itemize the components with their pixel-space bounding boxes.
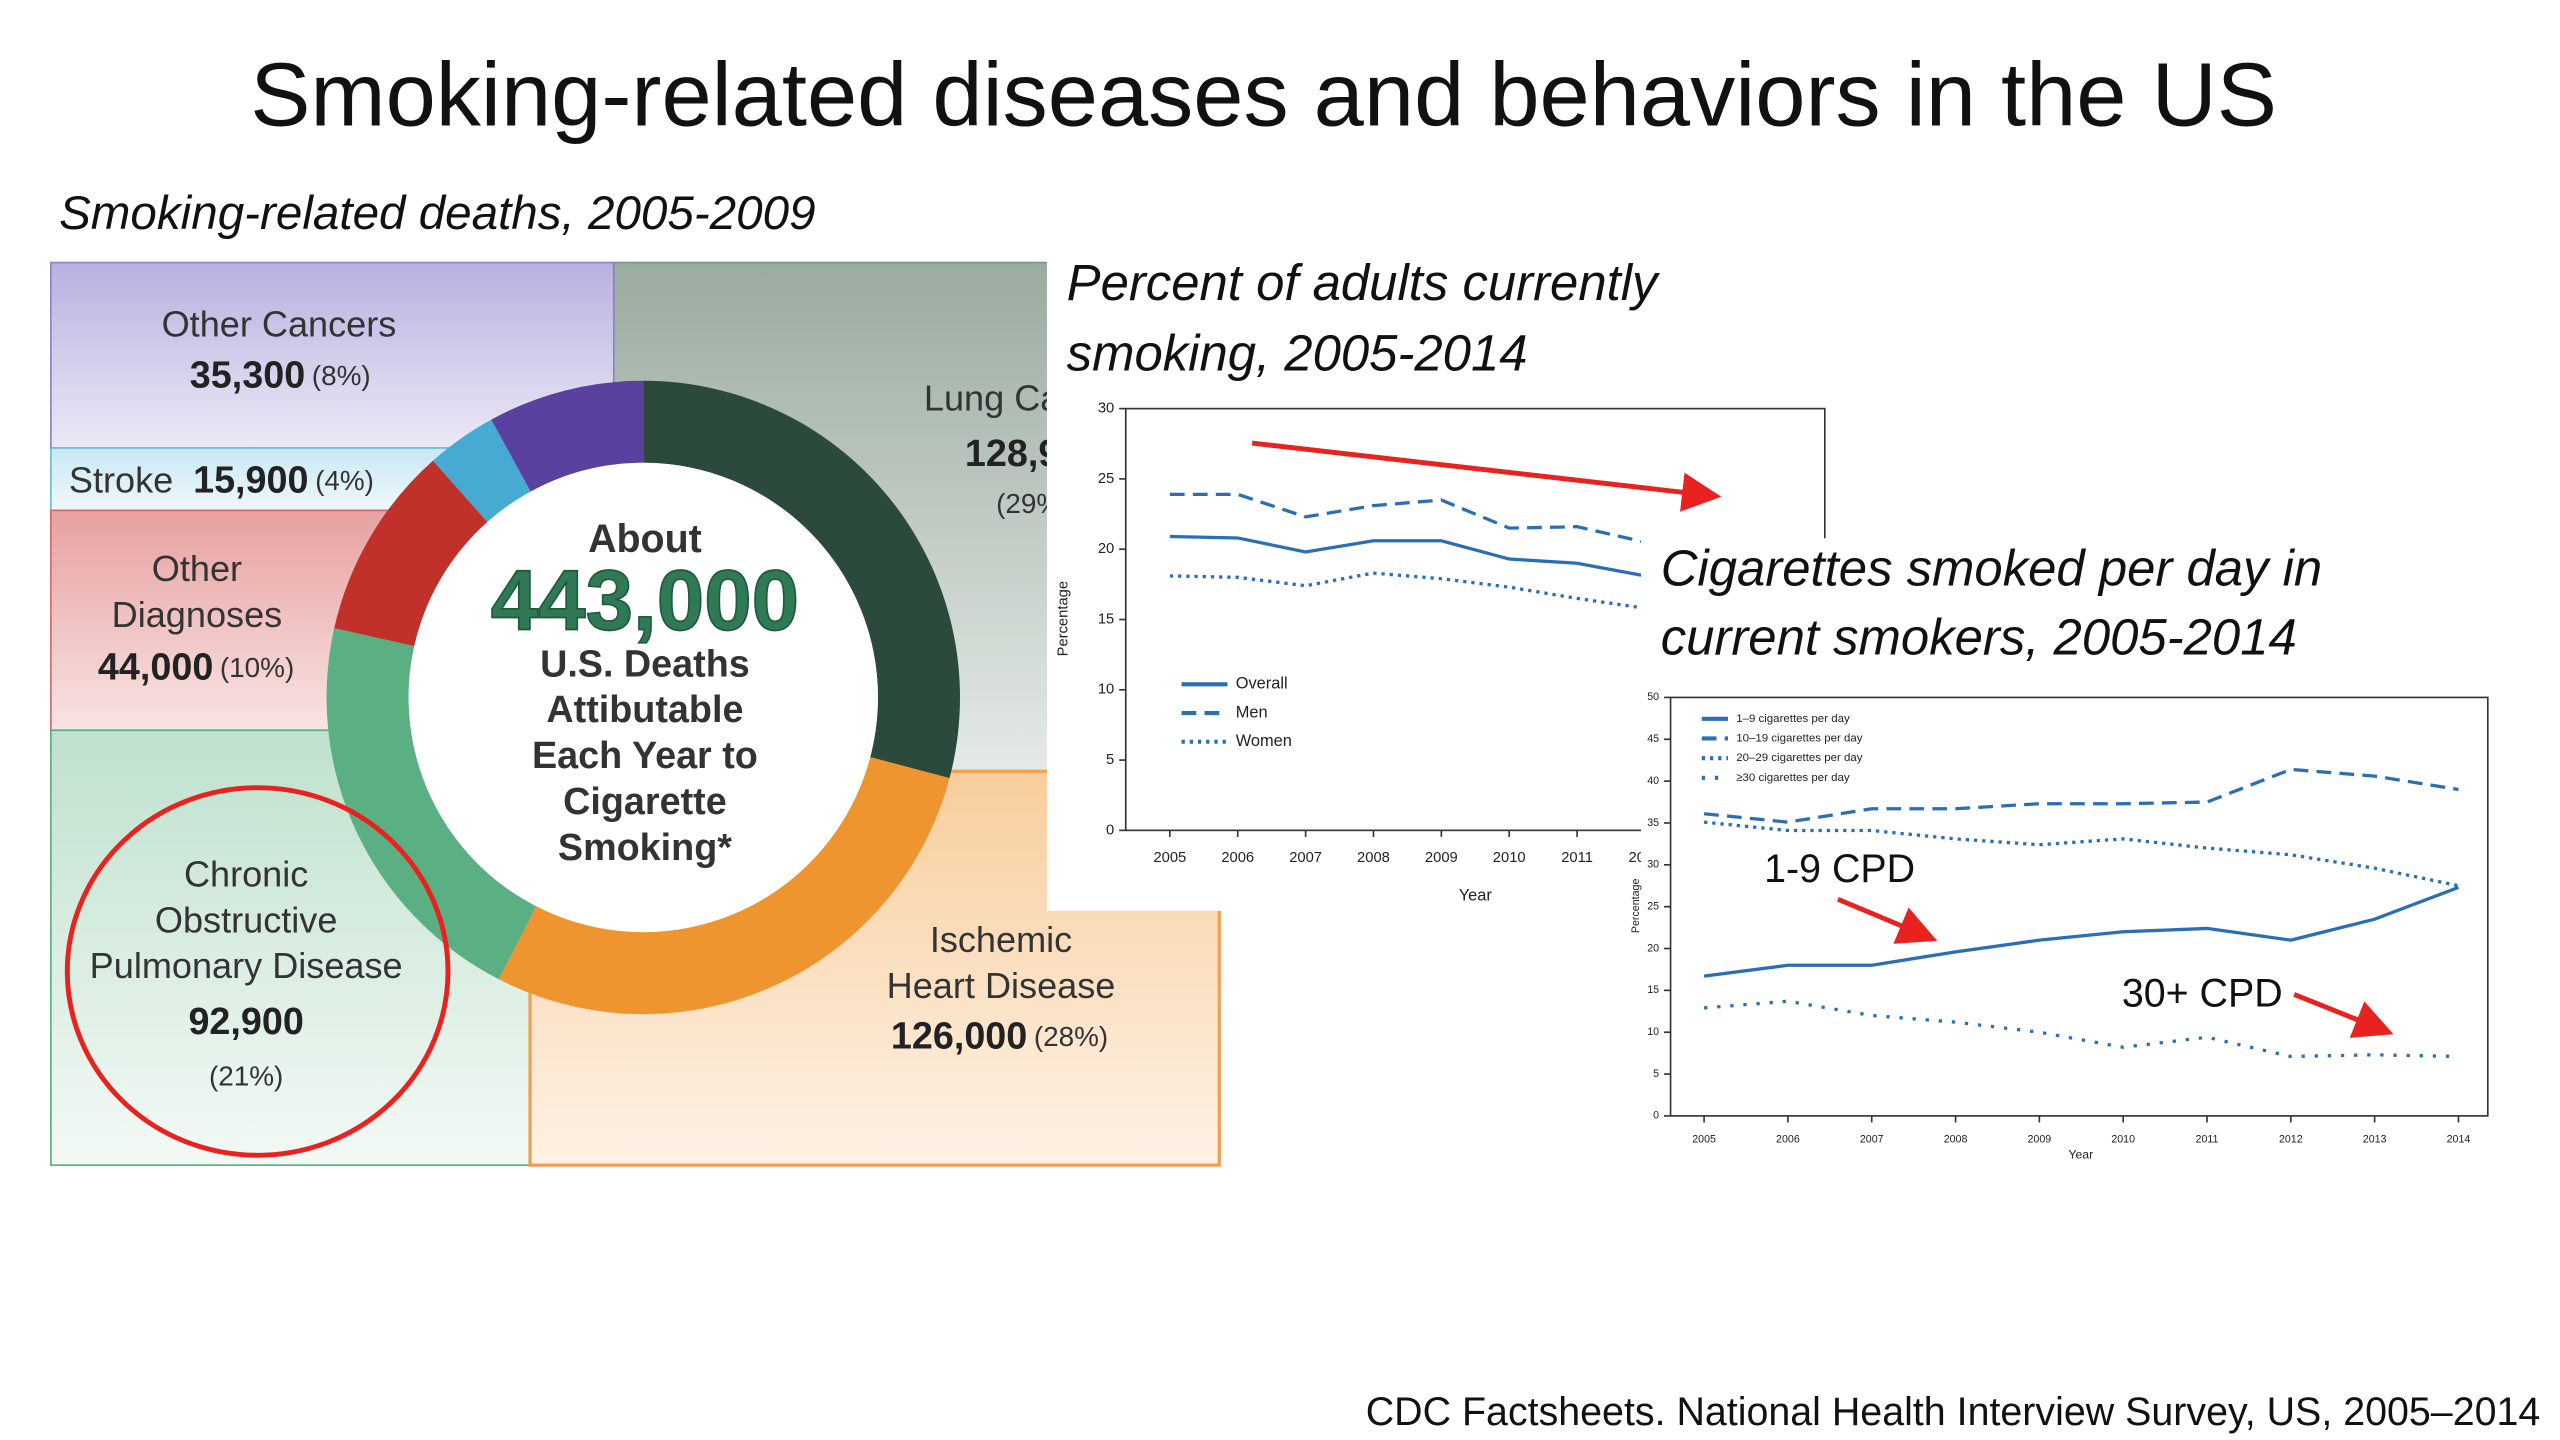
series-line — [1703, 820, 2459, 888]
x-tick-label: 2005 — [1153, 850, 1186, 866]
y-tick-label: 40 — [1647, 775, 1659, 787]
y-tick-label: 0 — [1653, 1110, 1659, 1122]
legend-label: 10–19 cigarettes per day — [1736, 732, 1863, 744]
slide-title: Smoking-related diseases and behaviors i… — [250, 45, 2277, 146]
legend-label: Women — [1236, 732, 1292, 750]
segment-value: 126,000 — [891, 1015, 1027, 1057]
x-tick-label: 2006 — [1776, 1134, 1800, 1146]
segment-name: Chronic Obstructive Pulmonary Disease — [90, 853, 403, 986]
donut-segment — [643, 380, 960, 779]
x-axis-label: Year — [1459, 886, 1493, 904]
y-tick-label: 10 — [1098, 682, 1114, 698]
y-tick-label: 45 — [1647, 733, 1659, 745]
annotation: 30+ CPD — [2122, 972, 2283, 1016]
segment-value: 35,300 — [190, 353, 305, 395]
x-tick-label: 2011 — [1561, 850, 1593, 866]
series-line — [1169, 492, 1782, 568]
segment-share: (28%) — [1034, 1021, 1108, 1052]
donut-segment — [334, 460, 488, 647]
donut-segment — [326, 628, 537, 980]
legend-label: Men — [1236, 703, 1268, 721]
segment-name: Ischemic Heart Disease — [887, 918, 1116, 1005]
x-tick-label: 2009 — [2028, 1134, 2052, 1146]
segment-value: 92,900 — [188, 1000, 303, 1042]
donut-segment — [498, 757, 950, 1015]
center-label: About — [588, 517, 702, 561]
y-tick-label: 30 — [1098, 401, 1114, 417]
segment-share: (21%) — [209, 1061, 283, 1092]
donut-segment — [432, 419, 531, 522]
chart-title: Cigarettes smoked per day in current smok… — [1661, 540, 2323, 666]
x-tick-label: 2014 — [2447, 1134, 2471, 1146]
y-axis-label: Percentage — [1630, 879, 1642, 934]
segment-value: 15,900 — [193, 458, 308, 500]
segment-share: (8%) — [312, 360, 371, 391]
segment-name: Stroke — [69, 459, 173, 500]
segment-value: 44,000 — [98, 646, 213, 688]
donut-hole — [408, 462, 878, 933]
y-tick-label: 30 — [1647, 859, 1659, 871]
y-tick-label: 10 — [1647, 1026, 1659, 1038]
x-tick-label: 2005 — [1692, 1134, 1716, 1146]
legend-label: ≥30 cigarettes per day — [1736, 772, 1850, 784]
annotation-arrow — [1836, 897, 1938, 944]
legend-label: Overall — [1236, 675, 1288, 693]
x-axis-label: Year — [2068, 1148, 2093, 1162]
chart-title: Percent of adults currently smoking, 2005… — [1067, 255, 1660, 383]
x-tick-label: 2007 — [1289, 850, 1322, 866]
y-tick-label: 15 — [1098, 611, 1114, 627]
x-tick-label: 2008 — [1944, 1134, 1968, 1146]
y-axis-label: Percentage — [1055, 581, 1071, 656]
x-tick-label: 2011 — [2196, 1134, 2219, 1146]
y-tick-label: 50 — [1647, 691, 1659, 703]
segment-name: Other Cancers — [162, 303, 397, 344]
x-tick-label: 2012 — [2279, 1134, 2303, 1146]
y-tick-label: 35 — [1647, 817, 1659, 829]
x-tick-label: 2006 — [1221, 850, 1254, 866]
panel-bg — [1641, 538, 2560, 1182]
legend-label: 1–9 cigarettes per day — [1736, 713, 1850, 725]
x-tick-label: 2009 — [1425, 850, 1458, 866]
x-tick-label: 2008 — [1357, 850, 1390, 866]
segment-name: Other Diagnoses — [112, 548, 283, 635]
y-tick-label: 0 — [1106, 822, 1114, 838]
series-line — [1703, 885, 2460, 978]
line-chart-panel: Cigarettes smoked per day in current smok… — [1630, 538, 2560, 1182]
x-tick-label: 2007 — [1860, 1134, 1884, 1146]
legend-label: 20–29 cigarettes per day — [1736, 752, 1863, 764]
y-tick-label: 5 — [1653, 1068, 1659, 1080]
segment-share: (4%) — [315, 465, 374, 496]
y-tick-label: 5 — [1106, 752, 1114, 768]
center-note: U.S. Deaths Attibutable Each Year to Cigare… — [532, 642, 758, 868]
y-tick-label: 25 — [1647, 900, 1659, 912]
x-tick-label: 2010 — [1493, 850, 1526, 866]
annotation: 1-9 CPD — [1764, 847, 1915, 891]
x-tick-label: 2010 — [2111, 1134, 2135, 1146]
y-tick-label: 20 — [1098, 541, 1114, 557]
y-tick-label: 15 — [1647, 984, 1659, 996]
y-tick-label: 25 — [1098, 471, 1114, 487]
series-line — [1703, 767, 2459, 824]
annotation-arrow — [2293, 992, 2394, 1038]
y-tick-label: 20 — [1647, 942, 1659, 954]
chart-title: Smoking-related deaths, 2005-2009 — [59, 187, 815, 240]
donut-segment — [491, 380, 644, 492]
source: CDC Factsheets. National Health Intervie… — [1366, 1390, 2541, 1434]
center-value: 443,000 — [491, 554, 799, 649]
highlight-circle — [64, 785, 451, 1158]
annotation-arrow — [1251, 440, 1722, 512]
segment-share: (10%) — [220, 652, 294, 683]
x-tick-label: 2013 — [2363, 1134, 2387, 1146]
